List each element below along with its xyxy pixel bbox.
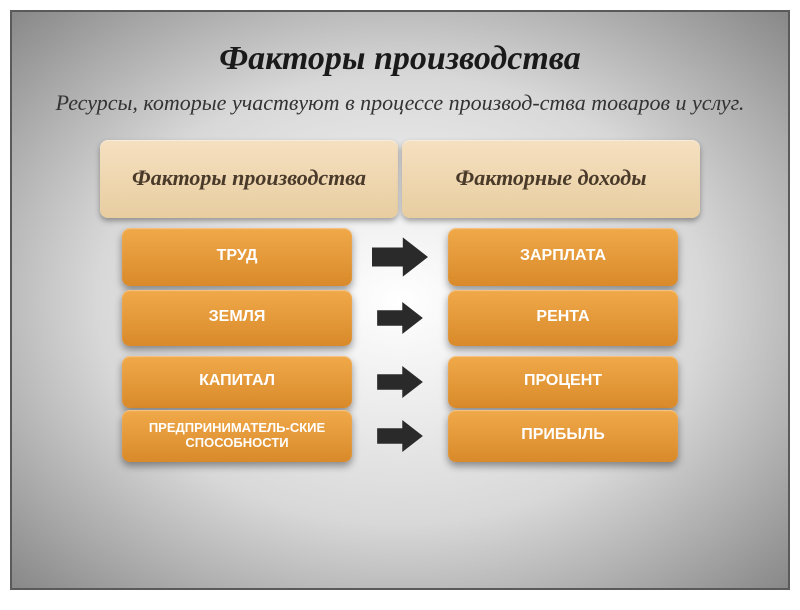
header-left: Факторы производства — [100, 140, 398, 218]
arrow-right-icon — [370, 302, 430, 334]
factor-box: ТРУД — [122, 228, 352, 286]
slide-subtitle: Ресурсы, которые участвуют в процессе пр… — [52, 88, 748, 118]
pair-row: КАПИТАЛ ПРОЦЕНТ — [100, 356, 700, 408]
rows-container: ТРУДЗАРПЛАТАЗЕМЛЯРЕНТАКАПИТАЛПРОЦЕНТПРЕД… — [100, 228, 700, 462]
header-right: Факторные доходы — [402, 140, 700, 218]
income-box: РЕНТА — [448, 290, 678, 346]
pair-row: ТРУД ЗАРПЛАТА — [100, 228, 700, 286]
factor-box: ЗЕМЛЯ — [122, 290, 352, 346]
income-box: ЗАРПЛАТА — [448, 228, 678, 286]
header-row: Факторы производства Факторные доходы — [100, 140, 700, 218]
income-box: ПРИБЫЛЬ — [448, 410, 678, 462]
arrow-right-icon — [370, 420, 430, 452]
pair-row: ЗЕМЛЯ РЕНТА — [100, 290, 700, 346]
slide-title: Факторы производства — [52, 40, 748, 78]
arrow-right-icon — [370, 237, 430, 277]
income-box: ПРОЦЕНТ — [448, 356, 678, 408]
pair-row: ПРЕДПРИНИМАТЕЛЬ-СКИЕ СПОСОБНОСТИ ПРИБЫЛЬ — [100, 410, 700, 462]
slide-frame: Факторы производства Ресурсы, которые уч… — [10, 10, 790, 590]
factor-box: ПРЕДПРИНИМАТЕЛЬ-СКИЕ СПОСОБНОСТИ — [122, 410, 352, 462]
factor-box: КАПИТАЛ — [122, 356, 352, 408]
arrow-right-icon — [370, 366, 430, 398]
